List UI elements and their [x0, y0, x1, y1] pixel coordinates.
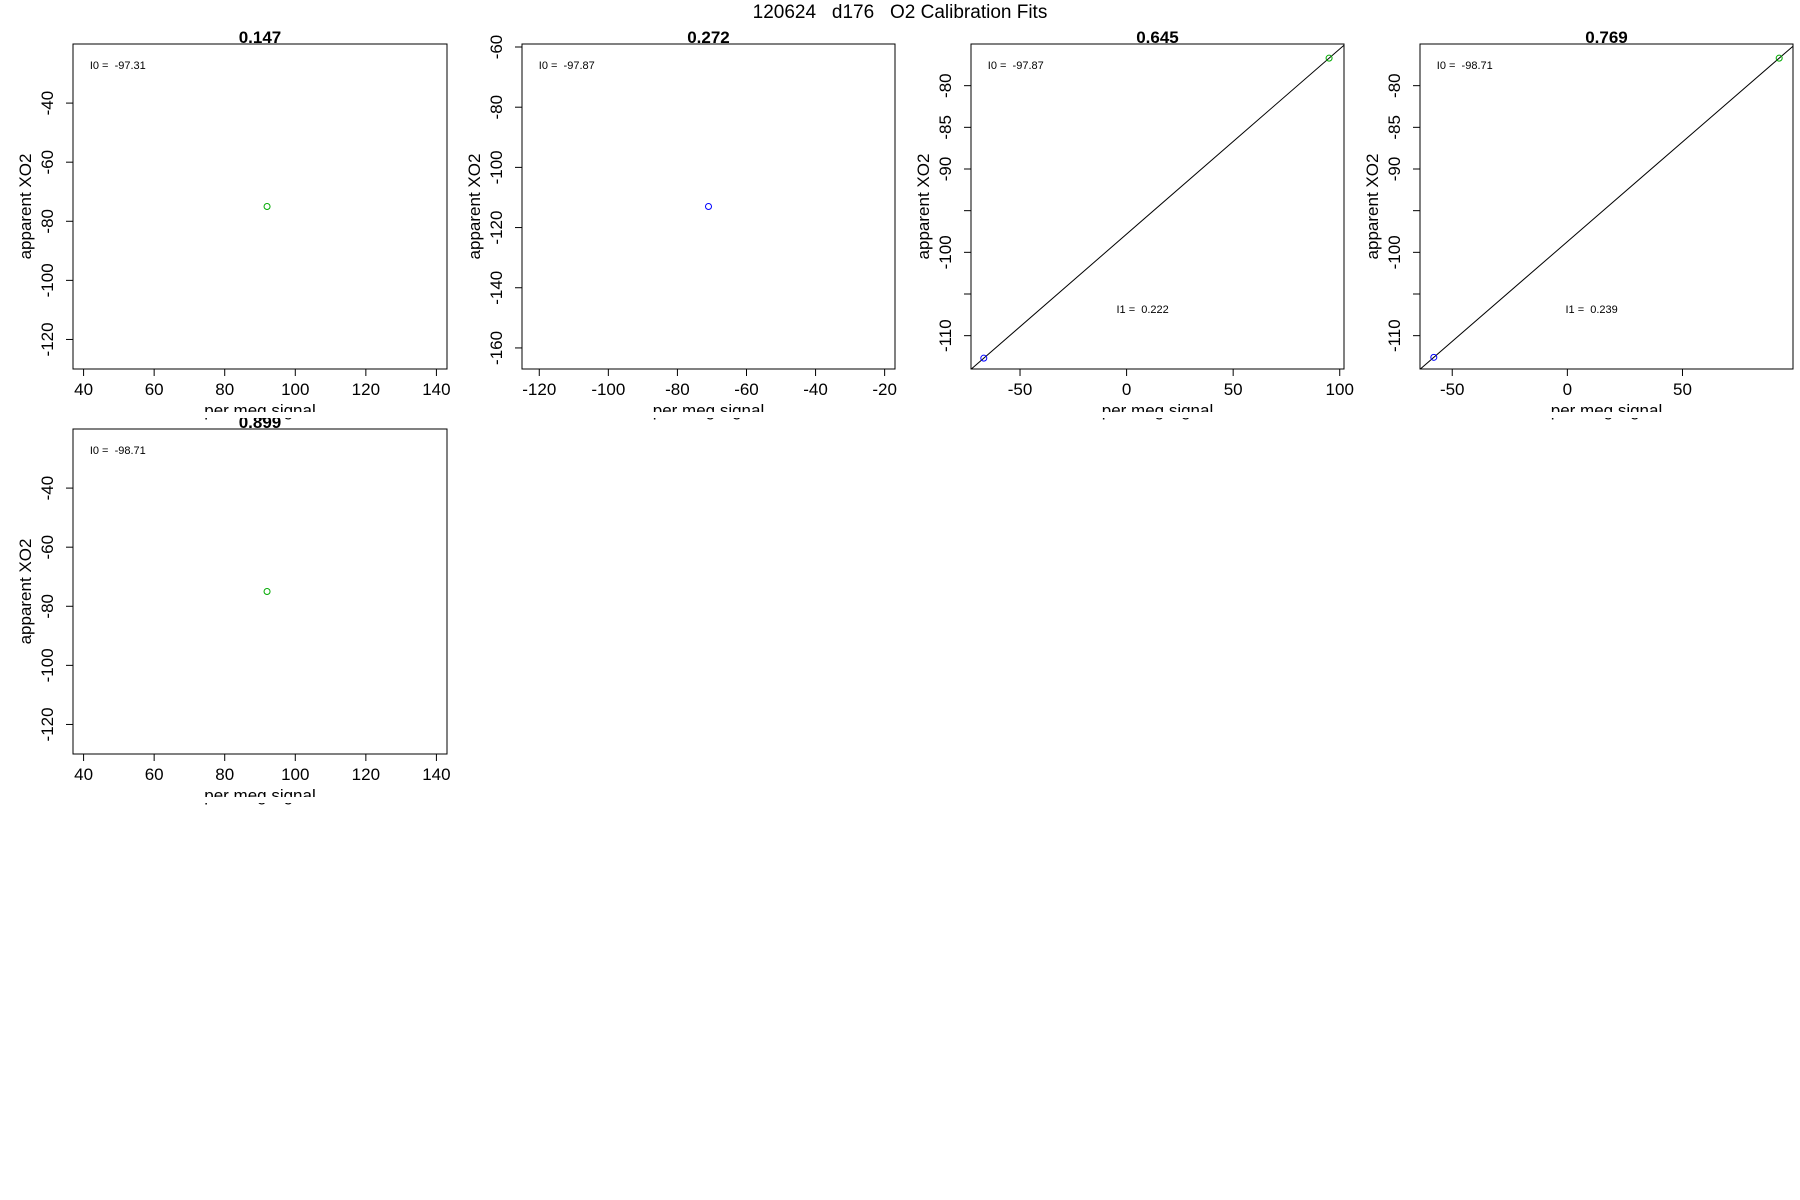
- y-tick-label: -160: [487, 331, 506, 365]
- y-tick-label: -60: [38, 150, 57, 175]
- x-tick-label: 80: [215, 380, 234, 399]
- x-tick-label: -80: [665, 380, 690, 399]
- x-tick-label: -120: [522, 380, 556, 399]
- y-tick-label: -110: [1385, 319, 1404, 352]
- data-point-blue: [705, 203, 712, 210]
- plot-title-1: 0.147: [239, 28, 282, 47]
- data-point-green: [263, 588, 271, 595]
- annotation-label: I0 = -97.31: [90, 60, 146, 72]
- y-tick-label: -100: [487, 150, 506, 184]
- y-tick-label: -80: [38, 209, 57, 234]
- y-tick-label: -110: [936, 319, 955, 352]
- plot-frame-1: [72, 43, 448, 370]
- y-tick-label: -100: [1385, 235, 1404, 269]
- y-axis-label: apparent XO2: [1363, 154, 1382, 260]
- annotation-label: I0 = -97.87: [539, 60, 595, 72]
- x-tick-label: 0: [1563, 380, 1572, 399]
- y-tick-label: -120: [487, 211, 506, 245]
- data-point-green: [1325, 54, 1333, 62]
- data-point-green: [263, 203, 271, 210]
- x-tick-label: 140: [422, 765, 450, 784]
- y-axis-label: apparent XO2: [914, 154, 933, 260]
- y-tick-label: -90: [936, 157, 955, 182]
- x-tick-label: 100: [281, 765, 309, 784]
- y-tick-label: -140: [487, 271, 506, 305]
- plot-frame-5: [72, 428, 448, 755]
- annotation-label: I0 = -98.71: [1437, 60, 1493, 72]
- plot-title-3: 0.645: [1136, 28, 1179, 47]
- page-title: 120624 d176 O2 Calibration Fits: [752, 2, 1048, 23]
- y-tick-label: -100: [936, 235, 955, 269]
- y-tick-label: -120: [38, 707, 57, 741]
- row-clip-mask: [0, 797, 1800, 803]
- x-tick-label: 100: [281, 380, 309, 399]
- y-tick-label: -100: [38, 263, 57, 297]
- x-tick-label: -20: [872, 380, 897, 399]
- x-tick-label: -60: [734, 380, 759, 399]
- annotation-label: I0 = -97.87: [988, 60, 1044, 72]
- y-tick-label: -100: [38, 648, 57, 682]
- x-tick-label: -100: [591, 380, 625, 399]
- y-tick-label: -40: [38, 476, 57, 501]
- x-tick-label: 50: [1673, 380, 1692, 399]
- data-point-blue: [980, 354, 988, 362]
- x-tick-label: 100: [1326, 380, 1354, 399]
- x-tick-label: 120: [352, 765, 380, 784]
- y-tick-label: -80: [1385, 73, 1404, 98]
- x-tick-label: -50: [1008, 380, 1033, 399]
- x-tick-label: -50: [1440, 380, 1465, 399]
- annotation-label: I1 = 0.222: [1116, 304, 1168, 316]
- fit-line: [1420, 45, 1793, 369]
- y-tick-label: -80: [936, 73, 955, 98]
- y-axis-label: apparent XO2: [465, 154, 484, 260]
- y-tick-label: -80: [38, 594, 57, 619]
- y-tick-label: -90: [1385, 157, 1404, 182]
- y-axis-label: apparent XO2: [16, 154, 35, 260]
- y-tick-label: -85: [1385, 115, 1404, 140]
- x-tick-label: 40: [74, 765, 93, 784]
- row-clip-mask: [0, 412, 1800, 418]
- plot-frame-2: [521, 43, 896, 370]
- x-tick-label: 80: [215, 765, 234, 784]
- plot-title-4: 0.769: [1585, 28, 1628, 47]
- annotation-label: I0 = -98.71: [90, 445, 146, 457]
- x-tick-label: 60: [145, 765, 164, 784]
- data-point-green: [1775, 54, 1783, 62]
- y-tick-label: -120: [38, 322, 57, 356]
- y-axis-label: apparent XO2: [16, 539, 35, 645]
- fit-line: [971, 44, 1344, 369]
- y-tick-label: -85: [936, 115, 955, 140]
- annotation-label: I1 = 0.239: [1565, 304, 1617, 316]
- x-tick-label: 140: [422, 380, 450, 399]
- y-tick-label: -40: [38, 91, 57, 116]
- x-tick-label: 0: [1122, 380, 1131, 399]
- plot-title-2: 0.272: [687, 28, 730, 47]
- x-tick-label: -40: [803, 380, 828, 399]
- y-tick-label: -60: [38, 535, 57, 560]
- y-tick-label: -60: [487, 35, 506, 60]
- data-point-blue: [1430, 353, 1438, 361]
- x-tick-label: 120: [352, 380, 380, 399]
- x-tick-label: 40: [74, 380, 93, 399]
- y-tick-label: -80: [487, 95, 506, 120]
- x-tick-label: 60: [145, 380, 164, 399]
- x-tick-label: 50: [1224, 380, 1243, 399]
